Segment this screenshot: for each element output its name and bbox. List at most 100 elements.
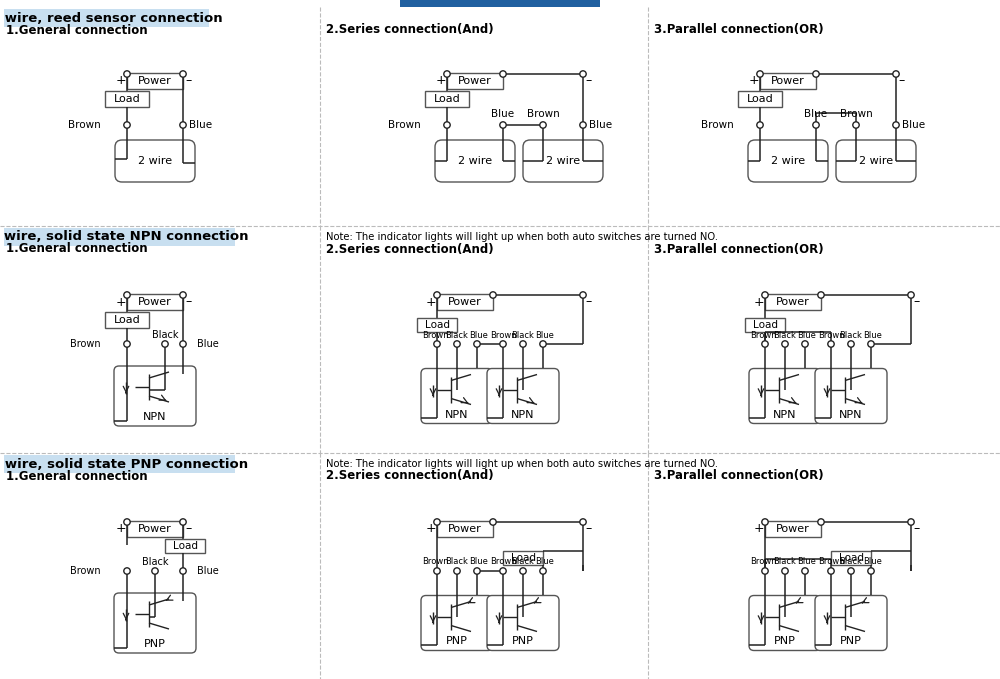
Text: Load: Load (114, 94, 140, 104)
Text: –: – (186, 295, 192, 308)
Text: NPN: NPN (143, 412, 167, 422)
Bar (127, 521, 183, 537)
Text: PNP: PNP (144, 639, 166, 649)
Text: Load: Load (434, 94, 460, 104)
Text: Blue: Blue (470, 557, 488, 566)
Text: 2 wire: 2 wire (546, 156, 580, 166)
Text: Brown: Brown (490, 331, 516, 340)
Circle shape (813, 122, 819, 128)
Circle shape (828, 568, 834, 574)
FancyBboxPatch shape (487, 369, 559, 424)
Circle shape (540, 341, 546, 347)
Circle shape (180, 292, 186, 298)
Text: 2.Series connection(And): 2.Series connection(And) (326, 24, 494, 37)
Text: NPN: NPN (445, 409, 469, 420)
Text: Brown: Brown (750, 331, 776, 340)
Text: Blue: Blue (197, 339, 219, 349)
FancyBboxPatch shape (487, 595, 559, 650)
Circle shape (520, 341, 526, 347)
Text: Blue: Blue (798, 331, 816, 340)
Circle shape (802, 568, 808, 574)
FancyBboxPatch shape (421, 595, 493, 650)
Text: Load: Load (753, 320, 778, 330)
Circle shape (757, 71, 763, 77)
FancyBboxPatch shape (836, 140, 916, 182)
Text: 2.Series connection(And): 2.Series connection(And) (326, 469, 494, 483)
Circle shape (474, 341, 480, 347)
Bar (760, 73, 816, 89)
Text: Blue: Blue (902, 120, 925, 130)
Text: +: + (754, 523, 764, 536)
Bar (105, 312, 149, 328)
Bar (437, 294, 493, 310)
Circle shape (500, 122, 506, 128)
Text: PNP: PNP (512, 636, 534, 646)
Bar (4, 455, 235, 473)
Circle shape (580, 519, 586, 525)
Circle shape (782, 341, 788, 347)
Text: PNP: PNP (446, 636, 468, 646)
Text: Brown: Brown (70, 566, 101, 576)
Text: Brown: Brown (388, 120, 421, 130)
Text: Black: Black (446, 331, 468, 340)
Text: Black: Black (840, 331, 862, 340)
Circle shape (580, 122, 586, 128)
Bar (745, 318, 785, 332)
Circle shape (180, 519, 186, 525)
Text: Load: Load (838, 553, 864, 563)
Text: 3 wire, solid state NPN connection: 3 wire, solid state NPN connection (0, 230, 249, 244)
Text: Load: Load (747, 94, 773, 104)
Circle shape (853, 122, 859, 128)
Text: Brown: Brown (750, 557, 776, 566)
Bar (417, 318, 457, 332)
Circle shape (474, 568, 480, 574)
Text: Black: Black (512, 557, 534, 566)
Bar (105, 91, 149, 107)
Bar (447, 73, 503, 89)
Text: Note: The indicator lights will light up when both auto switches are turned NO.: Note: The indicator lights will light up… (326, 232, 718, 242)
Bar (4, 9, 209, 27)
Circle shape (500, 71, 506, 77)
Text: Black: Black (152, 330, 178, 340)
Text: 3.Parallel connection(OR): 3.Parallel connection(OR) (654, 242, 824, 255)
FancyBboxPatch shape (435, 140, 515, 182)
Text: +: + (116, 75, 126, 88)
Text: Blue: Blue (189, 120, 212, 130)
Text: 2.Series connection(And): 2.Series connection(And) (326, 242, 494, 255)
Text: 2 wire: 2 wire (458, 156, 492, 166)
Circle shape (500, 568, 506, 574)
Text: –: – (914, 295, 920, 308)
Text: Blue: Blue (864, 331, 882, 340)
Circle shape (124, 519, 130, 525)
Text: Blue: Blue (197, 566, 219, 576)
Circle shape (124, 122, 130, 128)
Bar (503, 551, 543, 565)
Circle shape (893, 122, 899, 128)
Bar (765, 521, 821, 537)
Text: Black: Black (774, 331, 796, 340)
Circle shape (454, 341, 460, 347)
Circle shape (454, 568, 460, 574)
Text: Power: Power (458, 76, 492, 86)
Text: Power: Power (448, 524, 482, 534)
Circle shape (444, 71, 450, 77)
Text: Black: Black (446, 557, 468, 566)
Text: Power: Power (776, 524, 810, 534)
Text: –: – (914, 523, 920, 536)
Text: Brown: Brown (701, 120, 734, 130)
Text: NPN: NPN (839, 409, 863, 420)
Text: 2 wire, reed sensor connection: 2 wire, reed sensor connection (0, 12, 222, 24)
FancyBboxPatch shape (114, 593, 196, 653)
Text: NPN: NPN (511, 409, 535, 420)
Text: 3.Parallel connection(OR): 3.Parallel connection(OR) (654, 24, 824, 37)
Text: Power: Power (771, 76, 805, 86)
Circle shape (124, 568, 130, 574)
Text: PNP: PNP (840, 636, 862, 646)
Text: +: + (749, 75, 759, 88)
Text: Black: Black (512, 331, 534, 340)
Circle shape (180, 71, 186, 77)
Bar (437, 521, 493, 537)
Circle shape (540, 568, 546, 574)
Text: Blue: Blue (798, 557, 816, 566)
Circle shape (848, 568, 854, 574)
